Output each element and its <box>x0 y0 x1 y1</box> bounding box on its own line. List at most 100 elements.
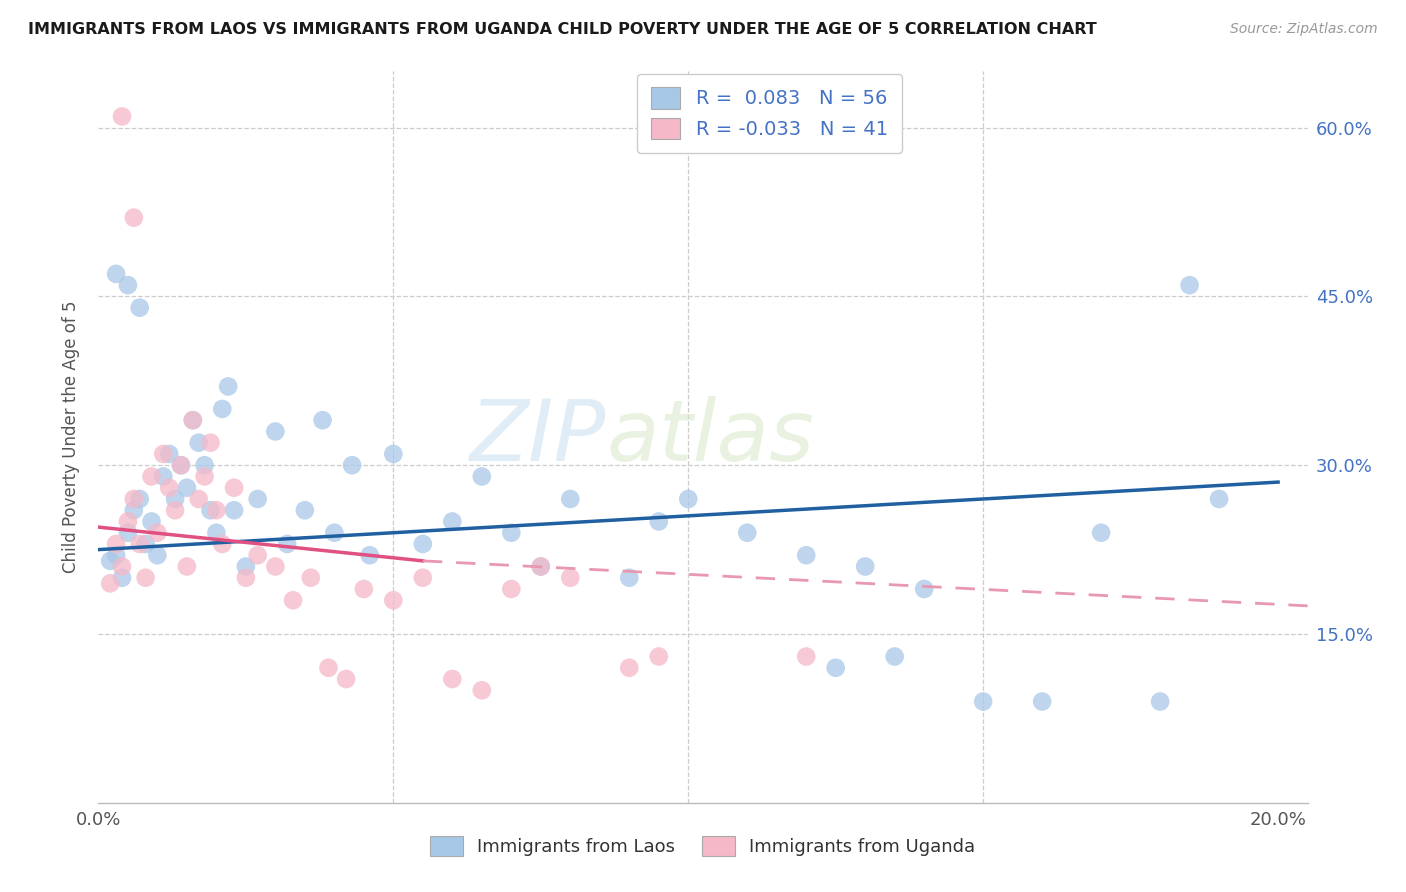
Point <box>128 491 150 506</box>
Point <box>471 469 494 483</box>
Point <box>122 211 145 225</box>
Point <box>105 548 128 562</box>
Point <box>205 525 228 540</box>
Point <box>1090 525 1112 540</box>
Point <box>235 559 257 574</box>
Text: atlas: atlas <box>606 395 814 479</box>
Point <box>1178 278 1201 293</box>
Point <box>135 537 157 551</box>
Point <box>122 491 145 506</box>
Text: IMMIGRANTS FROM LAOS VS IMMIGRANTS FROM UGANDA CHILD POVERTY UNDER THE AGE OF 5 : IMMIGRANTS FROM LAOS VS IMMIGRANTS FROM … <box>28 22 1097 37</box>
Point <box>170 458 193 473</box>
Point <box>501 582 523 596</box>
Point <box>135 571 157 585</box>
Point <box>441 515 464 529</box>
Point <box>235 571 257 585</box>
Point <box>205 503 228 517</box>
Point <box>794 548 817 562</box>
Point <box>382 447 405 461</box>
Point <box>222 503 245 517</box>
Point <box>441 672 464 686</box>
Point <box>117 525 139 540</box>
Point <box>648 515 671 529</box>
Point <box>412 571 434 585</box>
Point <box>152 447 174 461</box>
Point <box>299 571 322 585</box>
Text: Source: ZipAtlas.com: Source: ZipAtlas.com <box>1230 22 1378 37</box>
Point <box>1031 694 1053 708</box>
Point <box>157 481 180 495</box>
Point <box>105 267 128 281</box>
Point <box>194 458 217 473</box>
Point <box>98 554 121 568</box>
Point <box>264 425 287 439</box>
Point <box>128 301 150 315</box>
Point <box>912 582 935 596</box>
Point <box>211 537 233 551</box>
Point <box>200 503 222 517</box>
Point <box>200 435 222 450</box>
Point <box>678 491 700 506</box>
Point <box>1149 694 1171 708</box>
Point <box>560 491 582 506</box>
Point <box>1208 491 1230 506</box>
Point <box>353 582 375 596</box>
Point <box>111 571 134 585</box>
Point <box>176 481 198 495</box>
Point <box>211 401 233 416</box>
Point <box>311 413 333 427</box>
Point <box>246 548 269 562</box>
Point <box>222 481 245 495</box>
Point <box>141 515 163 529</box>
Point <box>128 537 150 551</box>
Point <box>111 109 134 123</box>
Point <box>972 694 994 708</box>
Point <box>146 548 169 562</box>
Point <box>194 469 217 483</box>
Point <box>111 559 134 574</box>
Point <box>794 649 817 664</box>
Point <box>176 559 198 574</box>
Point <box>165 491 187 506</box>
Point <box>181 413 204 427</box>
Point <box>281 593 304 607</box>
Point <box>471 683 494 698</box>
Point <box>246 491 269 506</box>
Point <box>883 649 905 664</box>
Point <box>318 661 340 675</box>
Text: ZIP: ZIP <box>470 395 606 479</box>
Point <box>98 576 121 591</box>
Point <box>853 559 876 574</box>
Point <box>560 571 582 585</box>
Point <box>294 503 316 517</box>
Point <box>105 537 128 551</box>
Point <box>323 525 346 540</box>
Point <box>382 593 405 607</box>
Point <box>619 571 641 585</box>
Point <box>187 435 209 450</box>
Point <box>264 559 287 574</box>
Point <box>170 458 193 473</box>
Point <box>359 548 381 562</box>
Point <box>122 503 145 517</box>
Point <box>340 458 363 473</box>
Y-axis label: Child Poverty Under the Age of 5: Child Poverty Under the Age of 5 <box>62 301 80 574</box>
Point <box>530 559 553 574</box>
Point <box>619 661 641 675</box>
Point <box>141 469 163 483</box>
Point <box>165 503 187 517</box>
Point <box>217 379 239 393</box>
Point <box>181 413 204 427</box>
Point <box>824 661 846 675</box>
Point <box>530 559 553 574</box>
Point <box>152 469 174 483</box>
Point <box>501 525 523 540</box>
Point <box>187 491 209 506</box>
Point <box>146 525 169 540</box>
Point <box>117 515 139 529</box>
Legend: Immigrants from Laos, Immigrants from Uganda: Immigrants from Laos, Immigrants from Ug… <box>423 829 983 863</box>
Point <box>412 537 434 551</box>
Point <box>735 525 758 540</box>
Point <box>648 649 671 664</box>
Point <box>276 537 298 551</box>
